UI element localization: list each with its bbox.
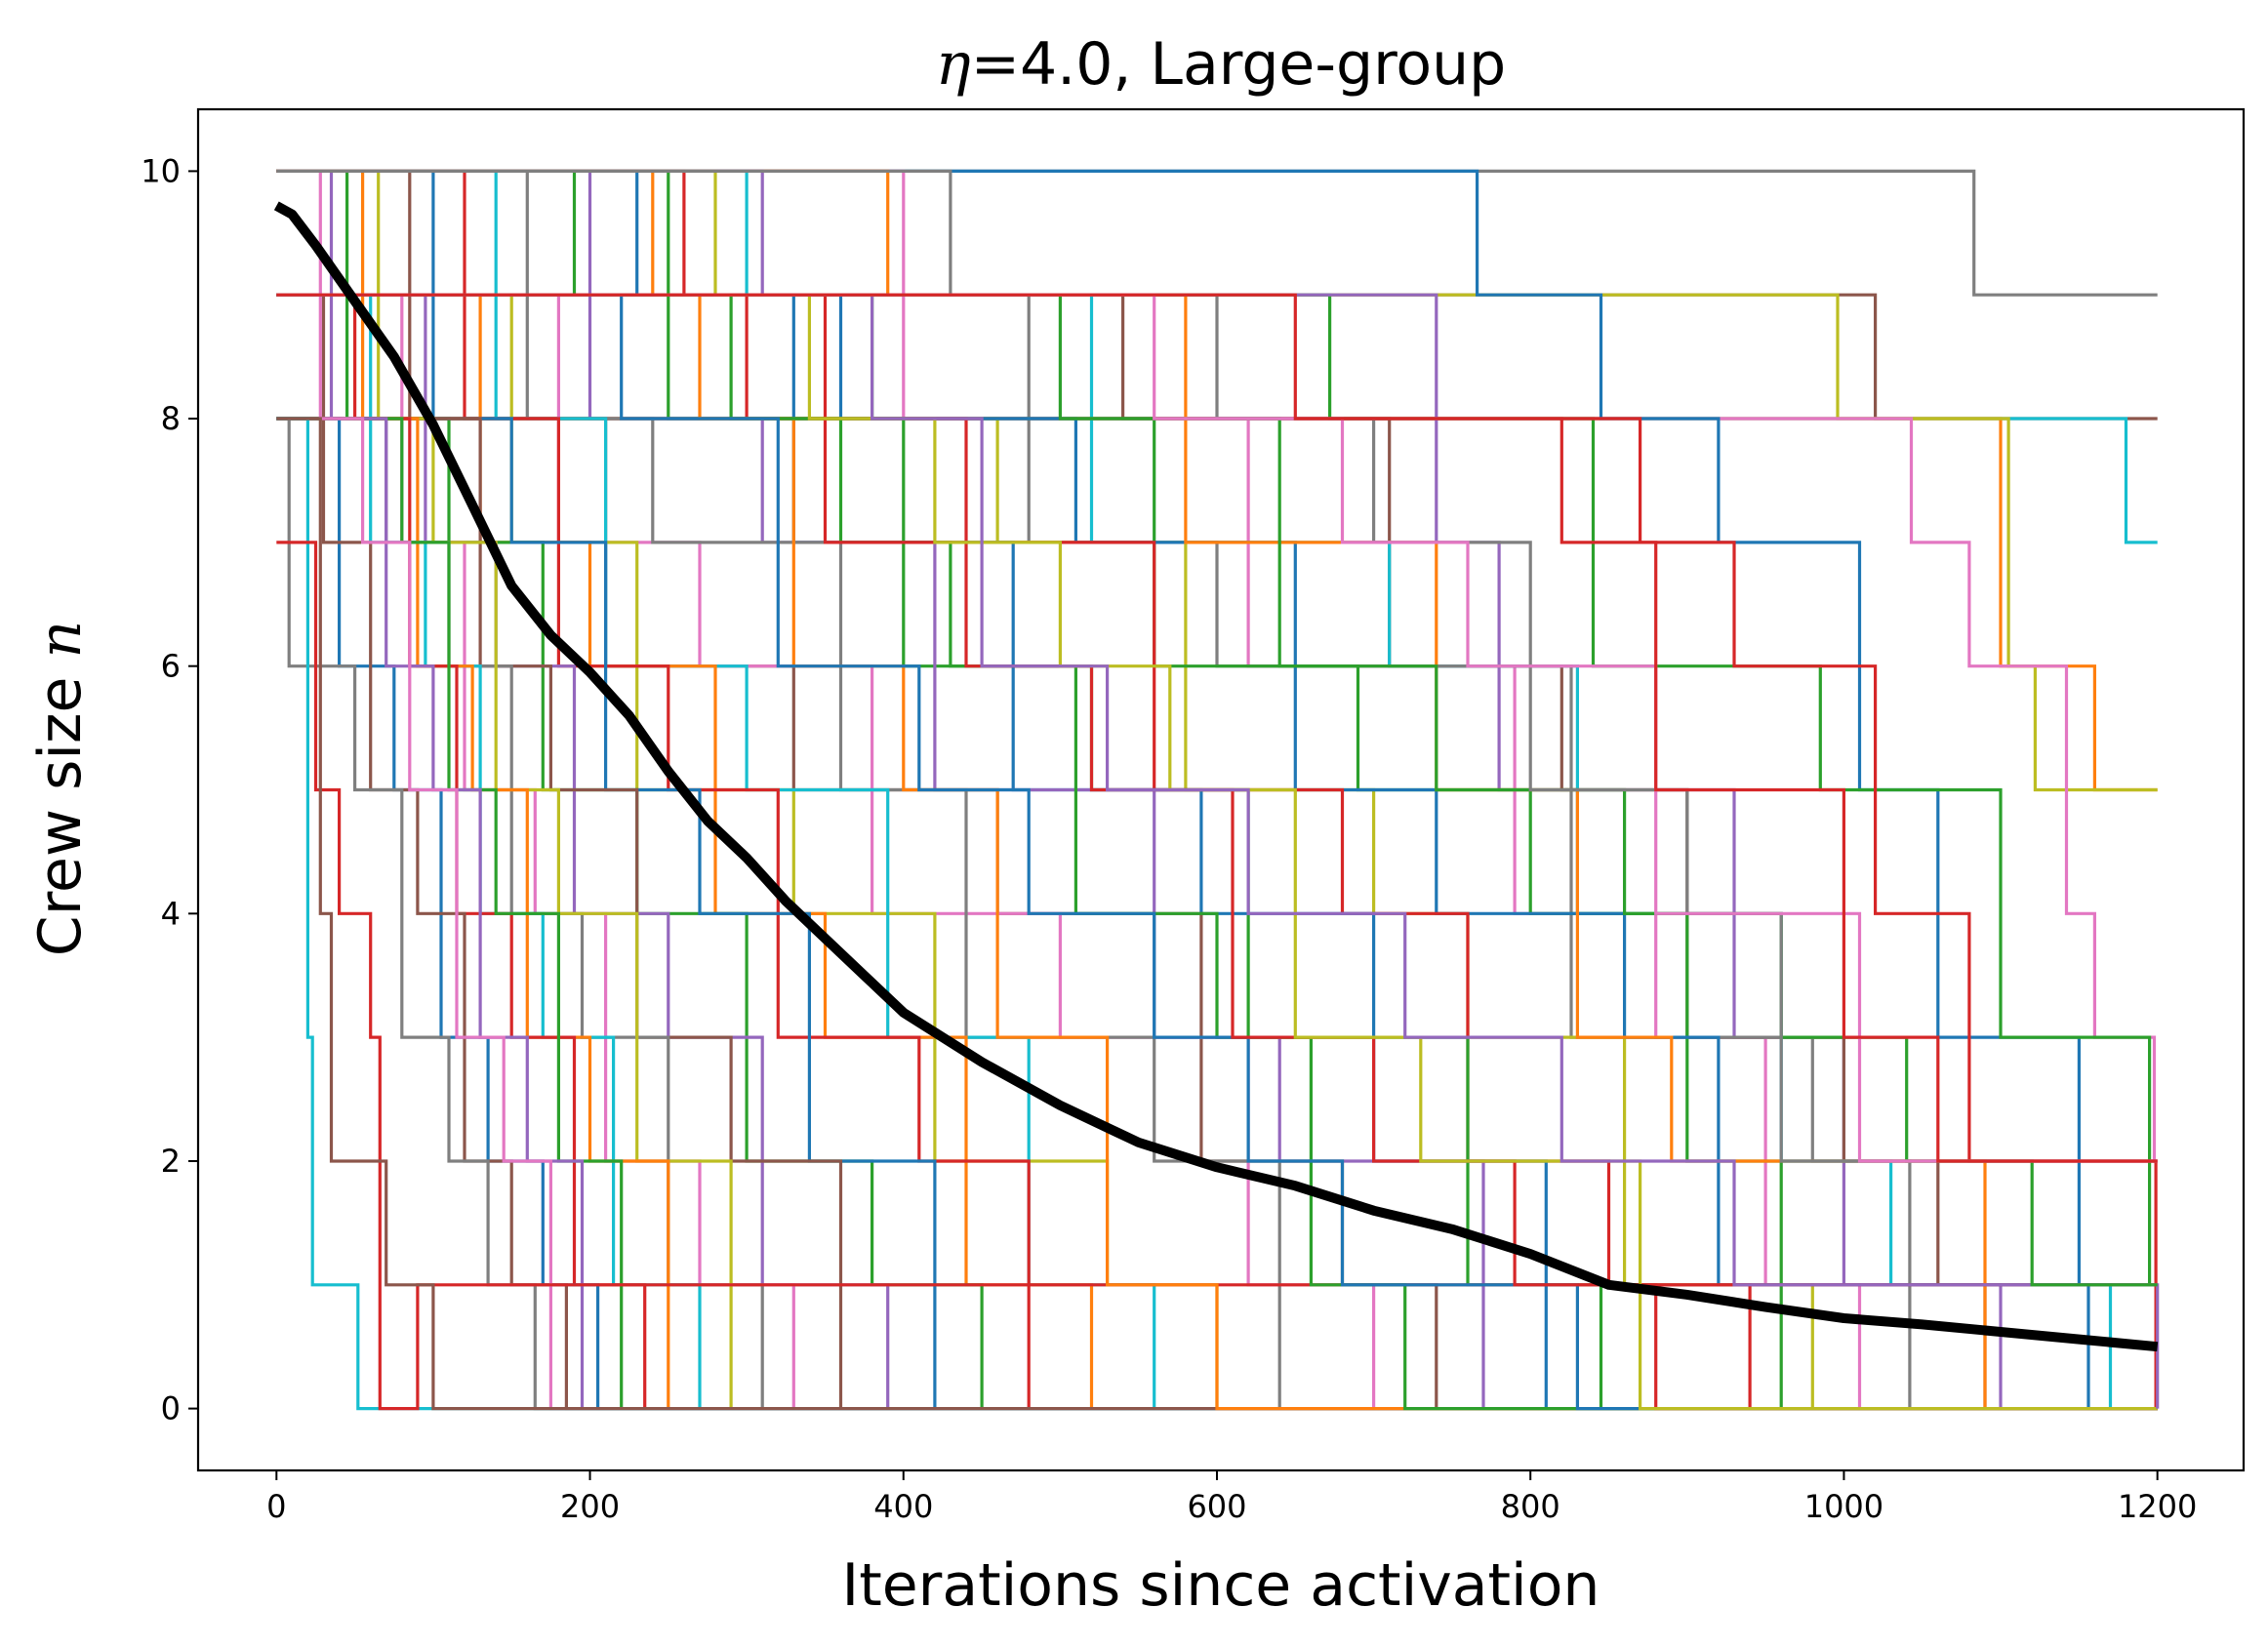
- x-tick-label: 1200: [2118, 1488, 2197, 1525]
- series-layer: [276, 169, 2160, 1411]
- y-axis-label-text: Crew size: [26, 658, 95, 956]
- y-tick-label: 8: [161, 400, 181, 437]
- y-axis-ticks: 0 2 4 6 8 10: [141, 152, 198, 1427]
- title-eta-value: =4.0: [971, 30, 1114, 99]
- mean-crew-size-line: [273, 201, 2159, 1352]
- trajectory-line-46: [276, 541, 2158, 1411]
- plot-frame: [196, 107, 2246, 1472]
- mean-layer: [273, 201, 2159, 1352]
- trajectory-line-47: [276, 417, 2158, 1411]
- trajectory-line-13: [276, 293, 2158, 1411]
- trajectory-line-8: [276, 417, 2158, 1411]
- trajectory-line-5: [276, 417, 2158, 1163]
- y-tick-label: 6: [161, 648, 181, 685]
- x-tick-label: 800: [1501, 1488, 1560, 1525]
- x-axis-ticks: 0 200 400 600 800 1000 1200: [266, 1470, 2197, 1525]
- trajectory-line-4: [276, 293, 2158, 792]
- y-tick-label: 2: [161, 1143, 181, 1180]
- x-axis-label: Iterations since activation: [842, 1551, 1600, 1620]
- y-tick-label: 4: [161, 895, 181, 932]
- trajectory-line-43: [276, 169, 2158, 1411]
- y-tick-label: 0: [161, 1390, 181, 1427]
- trajectory-line-57: [276, 293, 2158, 1163]
- x-tick-label: 200: [560, 1488, 620, 1525]
- y-tick-label: 10: [141, 152, 181, 189]
- chart-title: η=4.0, Large-group: [936, 30, 1507, 99]
- x-tick-label: 0: [266, 1488, 286, 1525]
- y-axis-label: Crew size n: [26, 621, 95, 956]
- x-tick-label: 400: [873, 1488, 933, 1525]
- x-tick-label: 1000: [1804, 1488, 1883, 1525]
- trajectory-line-50: [276, 293, 2158, 1411]
- trajectory-line-56: [276, 293, 2158, 1163]
- title-suffix: , Large-group: [1113, 30, 1506, 99]
- x-tick-label: 600: [1187, 1488, 1246, 1525]
- trajectory-line-45: [276, 417, 2158, 1411]
- y-axis-label-symbol: n: [26, 621, 95, 659]
- title-eta-symbol: η: [936, 30, 971, 99]
